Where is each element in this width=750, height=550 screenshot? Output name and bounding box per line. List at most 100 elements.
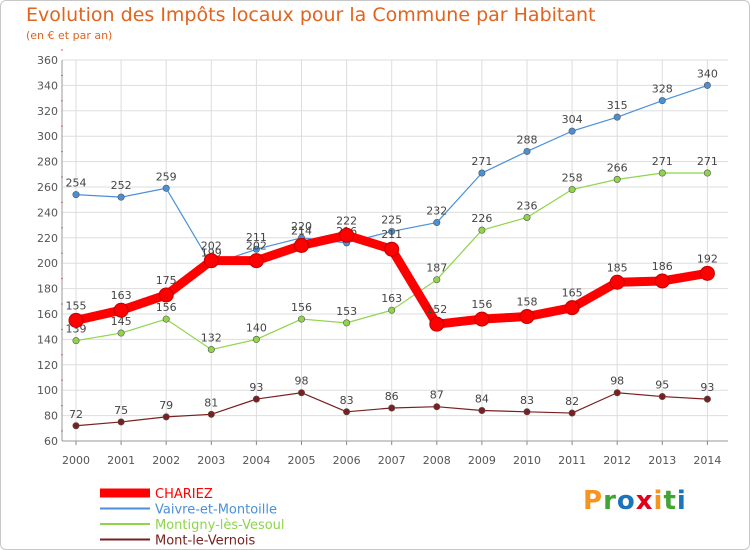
data-label: 156	[156, 301, 177, 314]
data-point	[162, 184, 170, 192]
data-point	[388, 404, 396, 412]
x-tick-label: 2007	[378, 454, 406, 467]
data-point	[72, 337, 80, 345]
logo-letter: x	[635, 486, 654, 516]
x-tick-label: 2014	[693, 454, 721, 467]
data-label: 75	[114, 404, 128, 417]
x-tick-label: 2002	[152, 454, 180, 467]
data-point	[703, 81, 711, 89]
data-point	[429, 316, 445, 332]
data-label: 271	[471, 155, 492, 168]
y-tick-label: 280	[37, 156, 58, 169]
x-tick-label: 2004	[242, 454, 270, 467]
data-point	[113, 302, 129, 318]
data-label: 328	[652, 83, 673, 96]
data-label: 271	[652, 155, 673, 168]
data-point	[68, 312, 84, 328]
data-point	[613, 175, 621, 183]
data-point	[658, 169, 666, 177]
y-tick-label: 360	[37, 54, 58, 67]
data-label: 156	[291, 301, 312, 314]
x-tick-label: 2006	[333, 454, 361, 467]
x-tick-label: 2009	[468, 454, 496, 467]
data-point	[523, 213, 531, 221]
data-point	[703, 169, 711, 177]
data-point	[248, 253, 264, 269]
series-chariez: 155 163 175 202 202 214 222 211 152 156 158 165 185 1…	[66, 214, 718, 332]
data-point	[162, 413, 170, 421]
data-point	[297, 315, 305, 323]
data-point	[343, 408, 351, 416]
y-tick-label: 80	[44, 410, 58, 423]
data-label: 155	[66, 299, 87, 312]
y-tick-label: 160	[37, 308, 58, 321]
data-point	[388, 227, 396, 235]
data-label: 254	[66, 177, 87, 190]
data-label: 340	[697, 67, 718, 80]
x-tick-label: 2011	[558, 454, 586, 467]
data-label: 304	[562, 113, 583, 126]
y-tick-label: 100	[37, 384, 58, 397]
data-label: 192	[697, 252, 718, 265]
data-label: 211	[381, 228, 402, 241]
data-label: 211	[246, 231, 267, 244]
legend-label: Vaivre-et-Montoille	[155, 503, 277, 518]
x-tick-label: 2003	[197, 454, 225, 467]
data-label: 266	[607, 161, 628, 174]
data-point	[568, 127, 576, 135]
data-label: 95	[655, 379, 669, 392]
x-tick-label: 2008	[423, 454, 451, 467]
legend-label: Montigny-lès-Vesoul	[155, 518, 285, 533]
data-label: 132	[201, 332, 222, 345]
data-point	[658, 97, 666, 105]
logo-letter: r	[603, 486, 617, 516]
data-point	[343, 319, 351, 327]
data-point	[433, 219, 441, 227]
data-point	[294, 237, 309, 253]
data-label: 226	[471, 212, 492, 225]
data-label: 83	[340, 394, 354, 407]
data-label: 86	[385, 390, 399, 403]
data-point	[203, 253, 219, 269]
data-point	[162, 315, 170, 323]
data-label: 258	[562, 172, 583, 185]
logo-letter: P	[583, 486, 604, 516]
data-label: 163	[381, 292, 402, 305]
data-label: 81	[204, 396, 218, 409]
data-point	[72, 191, 80, 199]
legend-item: Mont-le-Vernois	[100, 534, 256, 549]
chart-subtitle: (en € et par an)	[26, 29, 113, 42]
legend-label: Mont-le-Vernois	[155, 534, 256, 549]
data-point	[252, 245, 260, 253]
data-label: 220	[291, 220, 312, 233]
data-label: 79	[159, 399, 173, 412]
data-label: 83	[520, 394, 534, 407]
data-point	[654, 273, 670, 289]
x-tick-label: 2010	[513, 454, 541, 467]
data-point	[478, 169, 486, 177]
data-point	[339, 227, 355, 243]
x-tick-label: 2005	[288, 454, 316, 467]
data-label: 163	[111, 289, 132, 302]
data-label: 152	[426, 303, 447, 316]
data-label: 288	[517, 133, 538, 146]
logo-letter: o	[616, 486, 636, 516]
data-point	[523, 147, 531, 155]
x-tick-label: 2012	[603, 454, 631, 467]
data-point	[478, 407, 486, 415]
data-label: 84	[475, 393, 489, 406]
axes: 60 80 100 120 140 160 180 200 220 240 260 280 300 320…	[37, 49, 728, 467]
data-label: 236	[517, 199, 538, 212]
data-point	[297, 389, 305, 397]
data-label: 202	[246, 240, 267, 253]
x-tick-label: 2013	[648, 454, 676, 467]
data-label: 202	[201, 240, 222, 253]
data-label: 186	[652, 260, 673, 273]
y-tick-label: 340	[37, 79, 58, 92]
data-label: 140	[246, 321, 267, 334]
data-point	[252, 335, 260, 343]
legend: CHARIEZVaivre-et-MontoilleMontigny-lès-V…	[100, 487, 285, 549]
data-label: 214	[291, 224, 312, 237]
proxiti-logo: Proxiti	[583, 486, 687, 516]
data-point	[613, 389, 621, 397]
